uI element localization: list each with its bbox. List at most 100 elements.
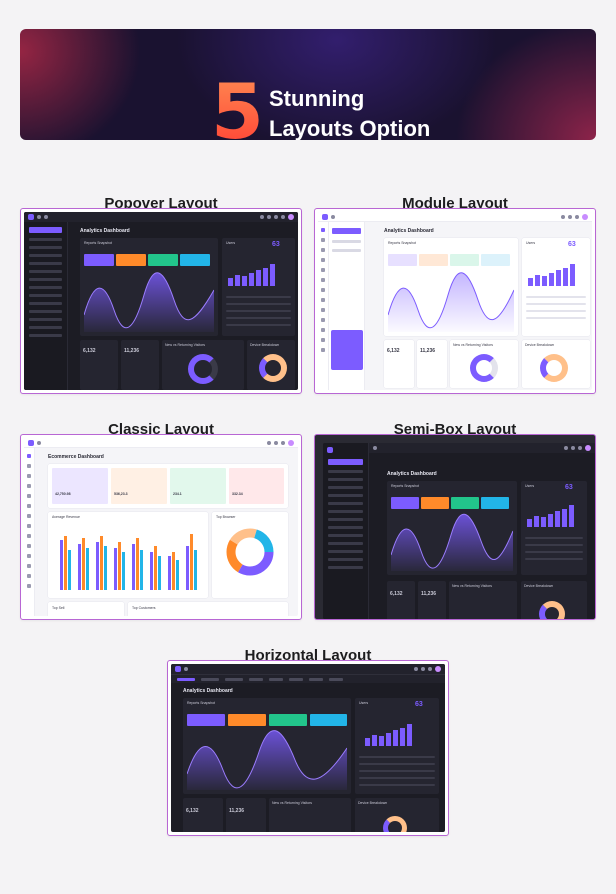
stat-tile [180, 254, 210, 266]
stat-tile [451, 497, 479, 509]
stat-tile [148, 254, 178, 266]
menu-icon [37, 215, 41, 219]
area-chart [388, 272, 514, 332]
topbar [318, 212, 592, 222]
horizontal-layout-title: Horizontal Layout [244, 647, 372, 664]
icon-rail [318, 222, 329, 390]
users-bar-chart [527, 505, 574, 527]
bell-icon [281, 440, 285, 445]
horizontal-layout-preview[interactable]: Analytics Dashboard Reports Snapshot Use… [167, 660, 449, 836]
page-title: Ecommerce Dashboard [48, 454, 104, 460]
topbar [24, 438, 298, 448]
reports-title: Reports Snapshot [388, 241, 417, 245]
users-count: 63 [272, 241, 280, 248]
users-card: Users 63 [222, 238, 295, 336]
flag-icon [267, 215, 271, 219]
avatar [435, 666, 441, 672]
top-customers-card: Top Customers [128, 602, 288, 616]
page-title: Analytics Dashboard [183, 688, 233, 694]
sessions-card: 6,132 [80, 340, 118, 390]
stat-tile: 536,23.3 [111, 468, 167, 504]
device-card: Device Breakdown [247, 340, 295, 390]
average-revenue-title: Average Revenue [52, 515, 80, 519]
today-orders-value: 536,23.3 [114, 492, 128, 496]
reports-title: Reports Snapshot [84, 241, 113, 245]
stat-tile: 234.1 [170, 468, 226, 504]
classic-layout-preview[interactable]: Ecommerce Dashboard 42,750.98 536,23.3 2… [20, 434, 302, 620]
logo-icon [327, 447, 333, 453]
search-icon [37, 440, 41, 445]
semi-box-layout-preview[interactable]: Analytics Dashboard Reports Snapshot Use… [314, 434, 596, 620]
visitors-card: New vs Returning Visitors [449, 581, 517, 619]
users-count: 63 [568, 241, 576, 248]
reports-card: Reports Snapshot [387, 481, 517, 575]
avatar [585, 445, 591, 451]
page-views-value: 11,236 [421, 591, 437, 597]
grid-icon [260, 215, 264, 219]
topbar [24, 212, 298, 222]
visitors-card: New vs Returning Visitors [269, 798, 351, 832]
device-title: Device Breakdown [250, 343, 280, 347]
sessions-value: 6,132 [387, 348, 400, 354]
moon-icon [568, 214, 572, 219]
module-layout-preview[interactable]: Analytics Dashboard Reports Snapshot Use… [314, 208, 596, 394]
module-panel [329, 222, 365, 390]
reports-title: Reports Snapshot [391, 484, 420, 488]
device-card: Device Breakdown [522, 340, 590, 388]
page-views-value: 11,236 [124, 348, 140, 354]
revenue-bar-chart [60, 534, 197, 590]
top-browser-title: Top Browser [216, 515, 236, 519]
stat-tile [421, 497, 449, 509]
donut-chart [188, 354, 218, 384]
page-views-value: 11,236 [229, 808, 245, 814]
users-bar-chart [528, 264, 575, 286]
users-title: Users [359, 701, 369, 705]
search-icon [44, 215, 48, 219]
reports-title: Reports Snapshot [187, 701, 216, 705]
stat-tile [450, 254, 479, 266]
visitors-card: New vs Returning Visitors [162, 340, 244, 390]
stat-tile [84, 254, 114, 266]
users-card: Users 63 [355, 698, 439, 794]
search-icon [184, 667, 188, 671]
users-title: Users [226, 241, 236, 245]
device-card: Device Breakdown [355, 798, 439, 832]
flag-icon [414, 667, 418, 671]
stat-tile: 332.34 [229, 468, 284, 504]
bell-icon [281, 215, 285, 219]
module-layout-title: Module Layout [402, 195, 508, 212]
popover-layout-preview[interactable]: Analytics Dashboard Reports Snapshot Use… [20, 208, 302, 394]
donut-chart [539, 601, 565, 619]
donut-chart [540, 354, 568, 382]
device-title: Device Breakdown [524, 584, 554, 588]
completed-orders-value: 234.1 [173, 492, 182, 496]
browser-donut-chart [226, 528, 274, 576]
hero-banner: 5 Stunning Layouts Option [20, 29, 596, 140]
sidebar [24, 222, 68, 390]
moon-icon [274, 215, 278, 219]
moon-icon [571, 446, 575, 450]
flag-icon [267, 440, 271, 445]
sessions-card: 6,132 [387, 581, 415, 619]
users-title: Users [526, 241, 536, 245]
avatar [288, 214, 294, 220]
moon-icon [274, 440, 278, 445]
page-views-card: 11,236 [418, 581, 446, 619]
stat-tile [269, 714, 307, 726]
average-revenue-card: Average Revenue [48, 512, 208, 598]
sessions-card: 6,132 [384, 340, 414, 388]
hero-title-line-1: Stunning [269, 86, 365, 111]
logo-icon [175, 666, 181, 672]
stat-tile [228, 714, 266, 726]
users-bar-chart [228, 264, 275, 286]
page-title: Analytics Dashboard [384, 228, 434, 234]
users-bar-chart [365, 724, 412, 746]
classic-layout-title: Classic Layout [108, 421, 214, 438]
sessions-card: 6,132 [183, 798, 223, 832]
stat-tile [310, 714, 347, 726]
top-browser-card: Top Browser [212, 512, 288, 598]
users-title: Users [525, 484, 535, 488]
menu-icon [373, 446, 377, 450]
area-chart [391, 513, 513, 571]
popover-layout-title: Popover Layout [104, 195, 218, 212]
